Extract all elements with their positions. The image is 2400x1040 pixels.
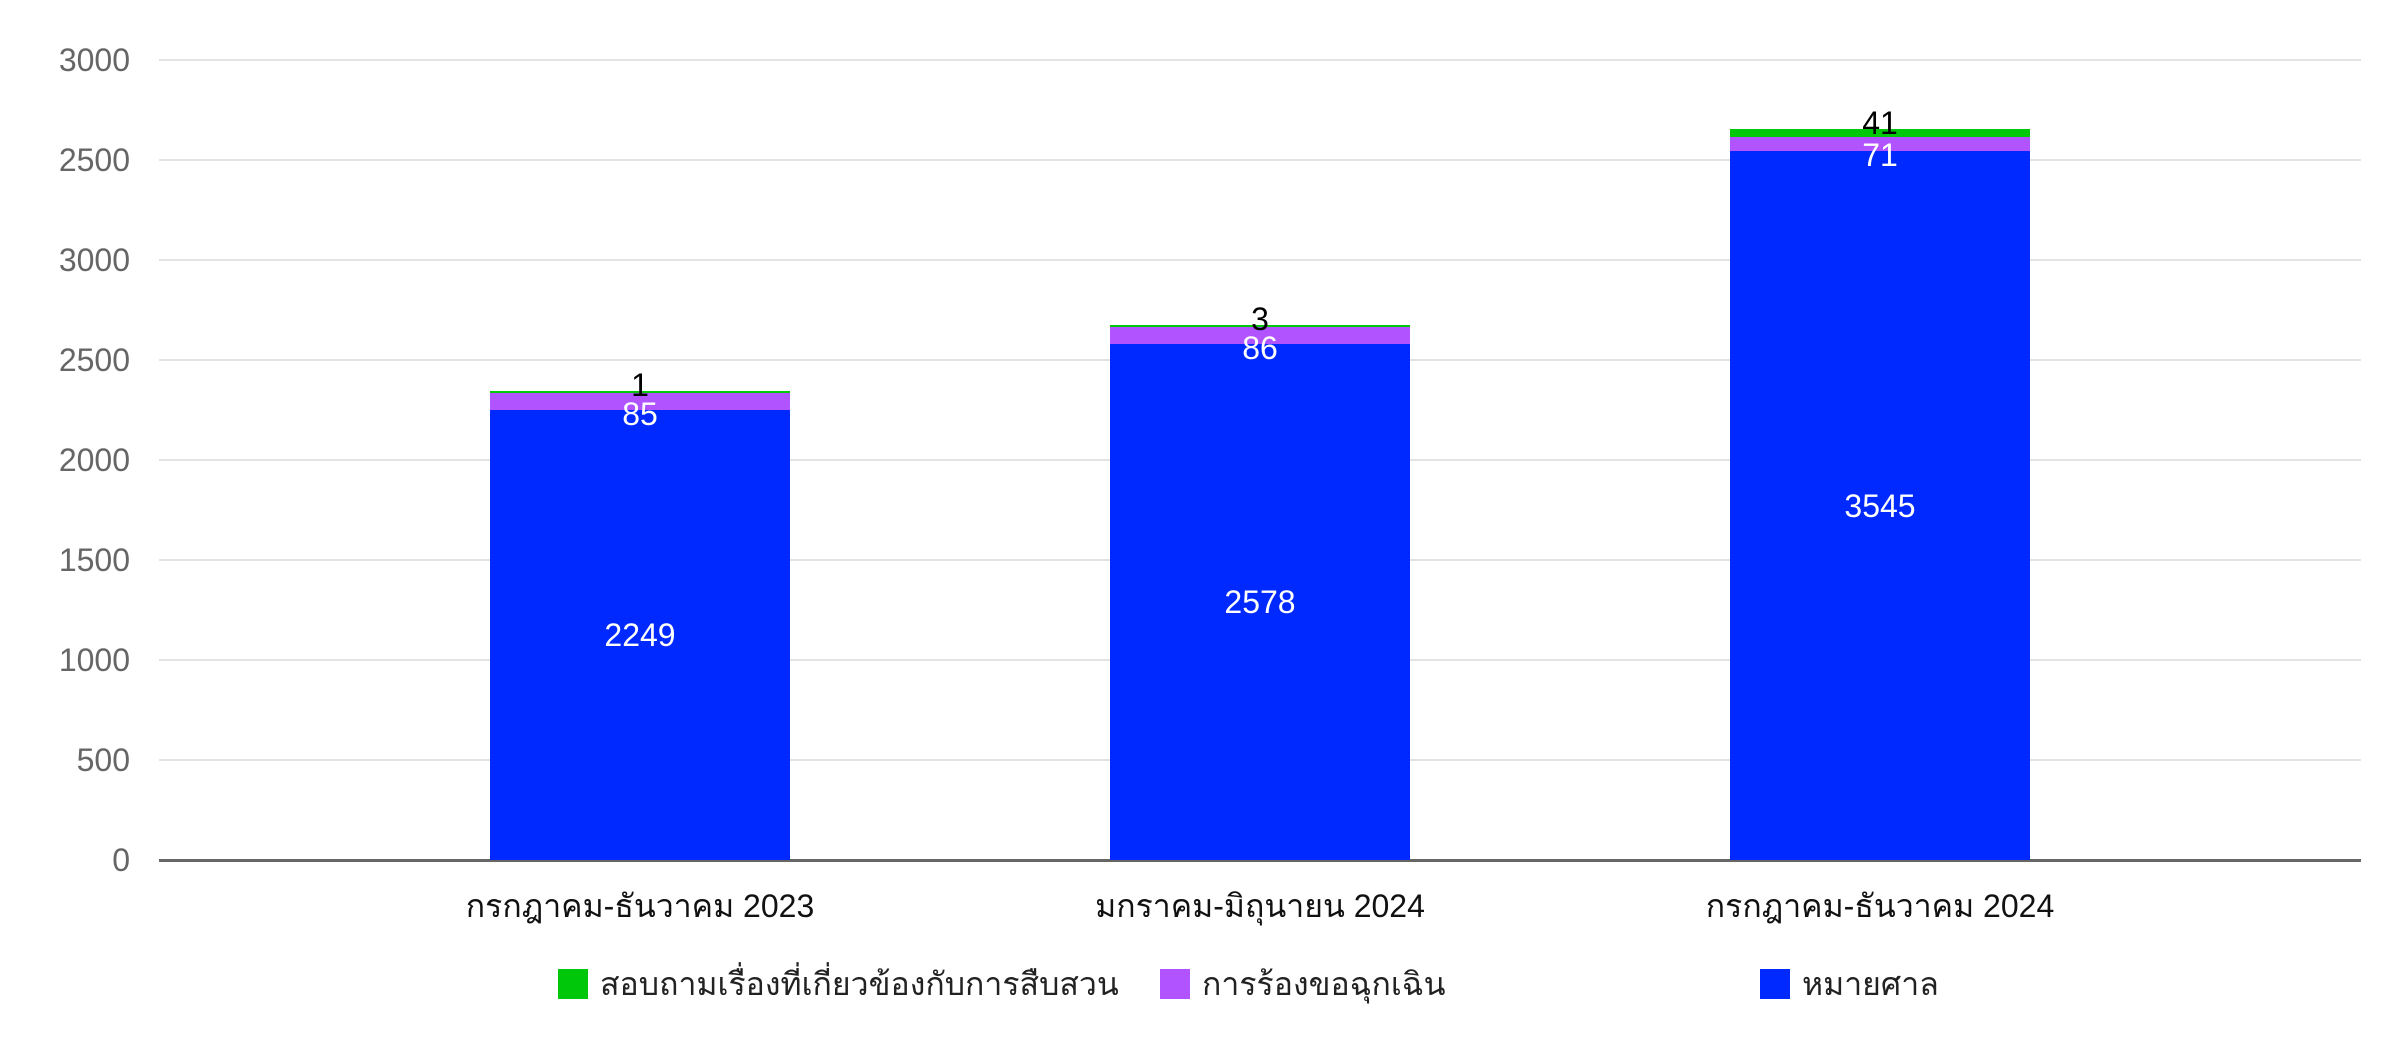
bar-segment[interactable] <box>1730 136 2030 151</box>
bar-segment[interactable] <box>1110 327 1410 345</box>
x-axis-baseline <box>159 859 2361 862</box>
y-tick-label: 1500 <box>58 542 130 578</box>
x-tick-label: มกราคม-มิถุนายน 2024 <box>1095 888 1425 924</box>
data-label: 1 <box>631 367 649 404</box>
y-tick-label: 2000 <box>58 442 130 478</box>
legend-item[interactable]: หมายศาล <box>1760 964 1939 1004</box>
gridline <box>159 159 2361 161</box>
y-tick-label: 0 <box>112 842 130 878</box>
data-label: 2249 <box>604 617 676 654</box>
x-tick-label: กรกฎาคม-ธันวาคม 2023 <box>465 888 815 924</box>
bar-segment[interactable] <box>1110 344 1410 860</box>
x-tick-label: กรกฎาคม-ธันวาคม 2024 <box>1705 888 2055 924</box>
legend-item[interactable]: การร้องขอฉุกเฉิน <box>1160 964 1445 1004</box>
y-tick-label: 3000 <box>58 242 130 278</box>
bar-segment[interactable] <box>1730 128 2030 137</box>
legend-label: หมายศาล <box>1802 965 1939 1002</box>
data-label: 71 <box>1862 137 1898 173</box>
gridline <box>159 59 2361 61</box>
data-label: 3 <box>1251 301 1269 338</box>
y-tick-label: 1000 <box>58 642 130 678</box>
data-label: 86 <box>1242 330 1278 367</box>
y-tick-label: 500 <box>76 742 130 778</box>
gridline <box>159 259 2361 261</box>
bar-segment[interactable] <box>490 410 790 860</box>
y-tick-label: 2500 <box>58 142 130 178</box>
y-tick-label: 3000 <box>58 42 130 78</box>
legend-swatch-icon <box>1160 969 1190 999</box>
y-tick-label: 2500 <box>58 342 130 378</box>
bar-segment[interactable] <box>1730 151 2030 860</box>
bar-segment[interactable] <box>490 391 790 394</box>
legend-label: การร้องขอฉุกเฉิน <box>1202 965 1446 1002</box>
legend-swatch-icon <box>558 969 588 999</box>
legend-swatch-icon <box>1760 969 1790 999</box>
bar-segment[interactable] <box>1110 325 1410 328</box>
legend-label: สอบถามเรื่องที่เกี่ยวข้องกับการสืบสวน <box>600 965 1119 1002</box>
data-label: 2578 <box>1224 584 1296 621</box>
data-label: 85 <box>622 396 658 433</box>
data-label: 41 <box>1862 104 1898 141</box>
bar-segment[interactable] <box>490 393 790 411</box>
data-label: 3545 <box>1844 487 1916 524</box>
legend-item[interactable]: สอบถามเรื่องที่เกี่ยวข้องกับการสืบสวน <box>558 964 1119 1004</box>
